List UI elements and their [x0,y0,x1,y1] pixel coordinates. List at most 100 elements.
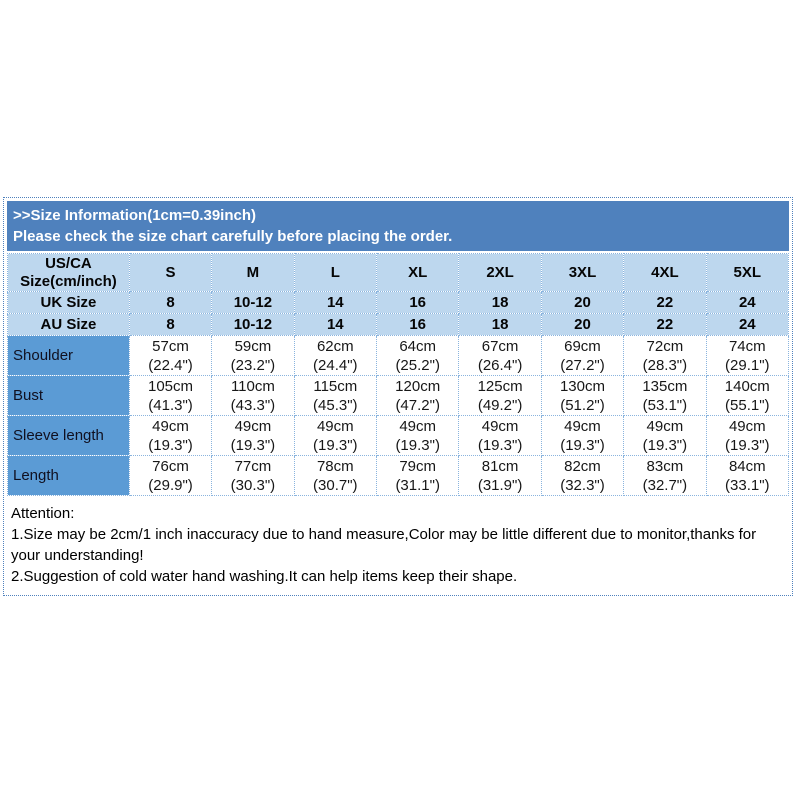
size-column-header-2xl: 2XL [458,253,542,292]
cm-value: 49cm [316,417,354,435]
attention-heading: Attention: [11,505,75,522]
inch-value: (33.1") [725,476,770,494]
cm-value: 49cm [646,417,684,435]
size-chart-sheet: >>Size Information(1cm=0.39inch) Please … [3,197,793,596]
inch-value: (41.3") [148,396,193,414]
measurement-cell: 77cm (30.3") [211,455,295,496]
measurement-cell: 120cm (47.2") [375,375,460,416]
cm-value: 77cm [234,457,272,475]
inch-value: (23.2") [230,356,276,374]
cm-value: 59cm [234,337,272,355]
cm-value: 74cm [728,337,766,355]
cm-value: 125cm [477,377,523,395]
cm-value: 130cm [559,377,605,395]
measurement-cell: 49cm (19.3") [540,415,625,456]
cm-value: 83cm [646,457,684,475]
size-column-header-m: M [211,253,295,292]
attention-section: Attention: 1.Size may be 2cm/1 inch inac… [7,503,789,587]
inch-value: (43.3") [230,396,276,414]
size-column-header-xl: XL [375,253,460,292]
inch-value: (28.3") [642,356,688,374]
inch-value: (30.3") [230,476,276,494]
measurement-cell: 72cm (28.3") [623,335,707,376]
bust-row: Bust 105cm (41.3") 110cm (43.3") 115cm (45.… [7,375,790,416]
size-header-row: US/CA Size(cm/inch) S M L XL 2XL 3XL 4XL… [7,253,790,292]
uk-size-value: 24 [705,291,790,314]
cm-value: 49cm [728,417,766,435]
uk-size-value: 14 [293,291,378,314]
row-label-shoulder: Shoulder [7,335,130,376]
inch-value: (19.3") [725,436,770,454]
cm-value: 49cm [152,417,189,435]
inch-value: (30.7") [313,476,358,494]
measurement-cell: 125cm (49.2") [458,375,542,416]
au-size-value: 20 [540,313,625,336]
shoulder-row: Shoulder 57cm (22.4") 59cm (23.2") 62cm (24… [7,335,790,376]
measurement-cell: 82cm (32.3") [540,455,625,496]
cm-value: 67cm [481,337,519,355]
size-table: US/CA Size(cm/inch) S M L XL 2XL 3XL 4XL… [7,253,790,496]
measurement-cell: 49cm (19.3") [458,415,542,456]
measurement-cell: 57cm (22.4") [128,335,213,376]
row-label-bust: Bust [7,375,130,416]
cm-value: 105cm [148,377,194,395]
cm-value: 49cm [399,417,437,435]
au-size-value: 22 [623,313,707,336]
inch-value: (31.9") [477,476,523,494]
measurement-cell: 49cm (19.3") [128,415,213,456]
measurement-cell: 49cm (19.3") [623,415,707,456]
inch-value: (29.9") [148,476,193,494]
row-label-length: Length [7,455,130,496]
inch-value: (51.2") [560,396,605,414]
measurement-cell: 78cm (30.7") [293,455,378,496]
uk-size-value: 8 [128,291,213,314]
cm-value: 57cm [152,337,189,355]
inch-value: (49.2") [477,396,523,414]
inch-value: (55.1") [725,396,770,414]
attention-item-1: 1.Size may be 2cm/1 inch inaccuracy due … [11,526,757,564]
row-label-sleeve-length: Sleeve length [7,415,130,456]
cm-value: 64cm [399,337,437,355]
inch-value: (19.3") [477,436,523,454]
measurement-cell: 79cm (31.1") [375,455,460,496]
inch-value: (19.3") [313,436,358,454]
inch-value: (32.3") [560,476,605,494]
cm-value: 76cm [152,457,189,475]
measurement-cell: 115cm (45.3") [293,375,378,416]
uk-size-value: 10-12 [211,291,295,314]
cm-value: 69cm [564,337,601,355]
corner-header-cell: US/CA Size(cm/inch) [7,253,130,292]
cm-value: 81cm [481,457,519,475]
inch-value: (19.3") [560,436,605,454]
measurement-cell: 67cm (26.4") [458,335,542,376]
inch-value: (19.3") [395,436,440,454]
au-size-value: 24 [705,313,790,336]
size-info-banner: >>Size Information(1cm=0.39inch) Please … [7,201,789,251]
measurement-cell: 49cm (19.3") [375,415,460,456]
au-size-value: 16 [375,313,460,336]
inch-value: (45.3") [313,396,358,414]
au-size-value: 14 [293,313,378,336]
measurement-cell: 49cm (19.3") [211,415,295,456]
uk-size-label: UK Size [7,291,130,314]
size-column-header-s: S [128,253,213,292]
au-size-label: AU Size [7,313,130,336]
measurement-cell: 64cm (25.2") [375,335,460,376]
au-size-value: 8 [128,313,213,336]
cm-value: 115cm [313,377,358,395]
cm-value: 78cm [316,457,354,475]
cm-value: 140cm [724,377,770,395]
uk-size-row: UK Size 8 10-12 14 16 18 20 22 24 [7,291,790,314]
measurement-cell: 135cm (53.1") [623,375,707,416]
banner-line-2: Please check the size chart carefully be… [13,228,453,245]
cm-value: 49cm [234,417,272,435]
uk-size-value: 16 [375,291,460,314]
au-size-value: 10-12 [211,313,295,336]
measurement-cell: 69cm (27.2") [540,335,625,376]
measurement-cell: 59cm (23.2") [211,335,295,376]
cm-value: 49cm [481,417,519,435]
measurement-cell: 62cm (24.4") [293,335,378,376]
inch-value: (26.4") [477,356,523,374]
cm-value: 120cm [395,377,441,395]
size-column-header-5xl: 5XL [705,253,790,292]
